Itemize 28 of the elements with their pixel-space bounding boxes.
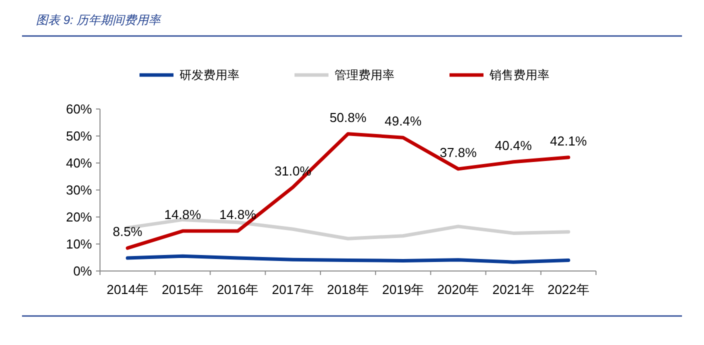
x-tick-label: 2020年 <box>437 282 480 297</box>
x-tick-label: 2021年 <box>492 282 534 297</box>
y-tick-label: 40% <box>66 156 92 171</box>
x-tick-label: 2018年 <box>327 282 369 297</box>
y-tick-label: 50% <box>66 128 92 144</box>
legend-label: 管理费用率 <box>334 68 394 82</box>
y-tick-label: 30% <box>66 182 92 198</box>
x-tick-label: 2014年 <box>106 282 149 297</box>
legend-label: 研发费用率 <box>180 68 240 82</box>
legend-label: 销售费用率 <box>488 68 550 82</box>
x-tick-label: 2017年 <box>272 282 314 297</box>
y-tick-label: 0% <box>73 264 92 279</box>
data-label: 40.4% <box>494 138 532 153</box>
y-tick-label: 60% <box>66 102 92 117</box>
data-label: 14.8% <box>164 207 202 222</box>
x-tick-label: 2019年 <box>382 282 424 297</box>
x-tick-label: 2016年 <box>216 282 259 297</box>
x-tick-label: 2015年 <box>162 282 204 297</box>
y-tick-label: 10% <box>66 236 92 252</box>
x-tick-label: 2022年 <box>547 282 590 297</box>
y-tick-label: 20% <box>66 210 92 225</box>
data-label: 49.4% <box>384 114 422 129</box>
data-label: 8.5% <box>112 224 143 240</box>
data-label: 14.8% <box>219 207 257 222</box>
data-label: 50.8% <box>330 110 367 125</box>
data-label: 42.1% <box>550 133 588 148</box>
chart-title: 图表 9: 历年期间费用率 <box>36 13 163 27</box>
data-label: 37.8% <box>440 144 478 160</box>
